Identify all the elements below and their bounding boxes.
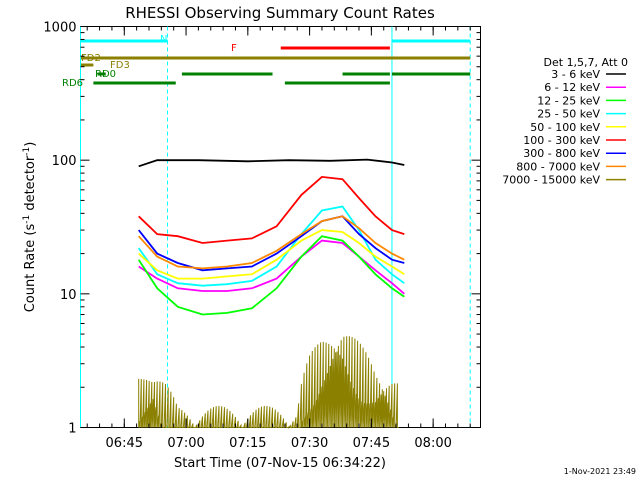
x-tick-label: 07:45 [353,436,390,451]
data-series [137,158,405,429]
series-line-8 [138,336,399,429]
x-axis: 06:45 07:00 07:15 07:30 07:45 08:00 [86,26,471,451]
series-line-1 [138,239,405,295]
y-tick-label: 10 [60,288,77,303]
legend-entry-label: 800 - 7000 keV [516,160,600,173]
x-tick-label: 07:15 [229,436,266,451]
timestamp: 1-Nov-2021 23:49 [564,467,636,476]
y-tick-label: 100 [52,154,77,169]
flag-rd6-label: RD6 [62,78,83,89]
x-tick-label: 07:30 [291,436,328,451]
x-tick-label: 08:00 [414,436,451,451]
legend-header: Det 1,5,7, Att 0 [544,56,628,69]
legend-entry-label: 25 - 50 keV [537,108,600,121]
legend-entry-label: 100 - 300 keV [523,134,600,147]
x-tick-label: 06:45 [106,436,143,451]
series-line-7 [138,215,405,270]
legend-entry-label: 12 - 25 keV [537,94,600,107]
legend-entry-label: 6 - 12 keV [544,81,600,94]
series-line-4 [138,229,405,280]
legend-entry-label: 7000 - 15000 keV [502,174,600,187]
vertical-markers [80,26,471,428]
series-line-2 [137,235,405,316]
series-line-0 [138,158,405,168]
series-line-5 [138,175,405,244]
legend-entry-label: 3 - 6 keV [551,68,600,81]
x-tick-label: 07:00 [167,436,204,451]
flag-fd2-label: FD2 [81,53,101,64]
y-axis: 1 10 100 1000 [43,21,481,437]
legend-entry-label: 50 - 100 keV [530,121,600,134]
legend-entry-label: 300 - 800 keV [523,147,600,160]
flag-fd3-label: FD3 [110,60,130,71]
y-tick-label: 1000 [43,21,76,36]
y-tick-label: 1 [68,422,76,437]
x-axis-label: Start Time (07-Nov-15 06:34:22) [174,456,386,471]
chart-title: RHESSI Observing Summary Count Rates [125,4,435,22]
flag-n-label: N [160,34,167,45]
series-line-6 [137,215,405,272]
flag-rd0-label: RD0 [95,69,116,80]
y-axis-label: Count Rate (s-1 detector-1) [22,142,38,313]
flag-f-label: F [231,43,237,54]
